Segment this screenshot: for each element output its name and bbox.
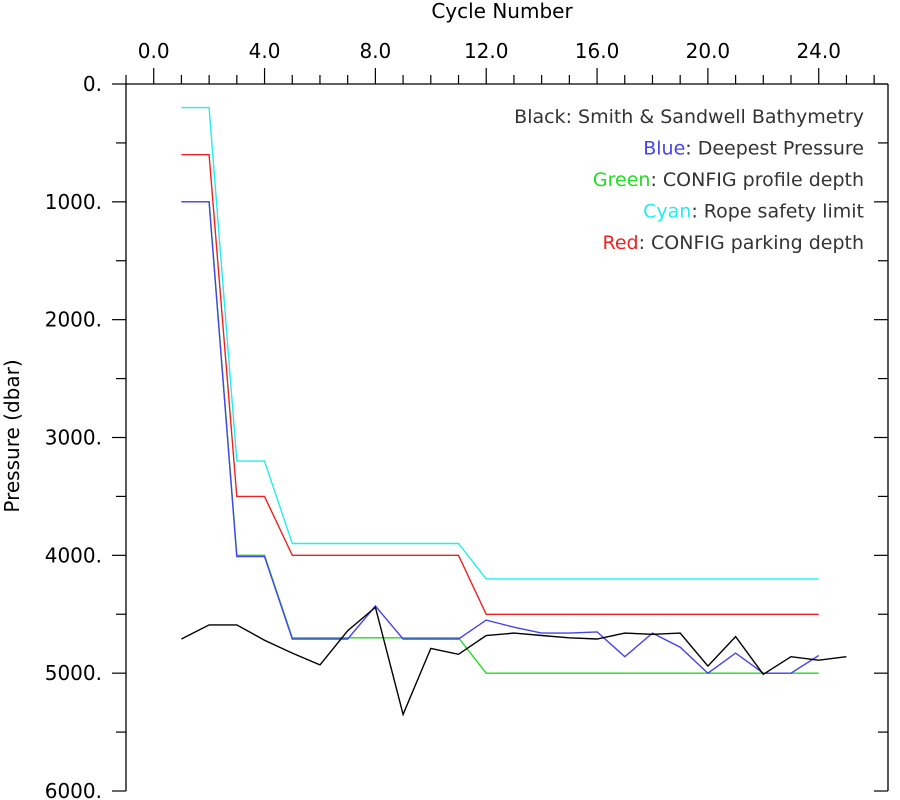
legend-key: Red — [602, 232, 638, 254]
legend-entry: Red: CONFIG parking depth — [602, 232, 864, 254]
series-line-4 — [181, 605, 847, 717]
x-tick-label: 0.0 — [138, 39, 170, 63]
legend-entry: Black: Smith & Sandwell Bathymetry — [514, 106, 864, 128]
y-tick-label: 6000. — [45, 779, 102, 800]
y-tick-label: 0. — [83, 72, 102, 96]
series-line-2 — [181, 201, 819, 674]
y-tick-label: 2000. — [45, 308, 102, 332]
legend-key: Green — [593, 169, 651, 191]
y-tick-label: 5000. — [45, 661, 102, 685]
legend-entry: Blue: Deepest Pressure — [643, 138, 864, 160]
legend-key: Black — [514, 106, 565, 128]
legend-key: Blue — [643, 138, 685, 160]
series-line-0 — [181, 106, 819, 580]
x-tick-label: 24.0 — [796, 39, 841, 63]
axis-ticks — [112, 68, 888, 792]
x-tick-label: 20.0 — [686, 39, 731, 63]
legend: Black: Smith & Sandwell BathymetryBlue: … — [514, 106, 864, 254]
legend-entry: Green: CONFIG profile depth — [593, 169, 864, 191]
x-tick-label: 4.0 — [249, 39, 281, 63]
x-tick-label: 16.0 — [575, 39, 620, 63]
legend-label: : Smith & Sandwell Bathymetry — [566, 106, 864, 128]
legend-label: : Deepest Pressure — [685, 138, 864, 160]
legend-entry: Cyan: Rope safety limit — [643, 201, 864, 223]
axis-tick-labels: 0.0 4.0 8.0 12.0 16.0 20.0 24.0 0. 1000. 2000. 300… — [45, 39, 841, 800]
y-tick-label: 3000. — [45, 426, 102, 450]
x-axis-title: Cycle Number — [431, 0, 573, 23]
series-layer — [181, 106, 847, 717]
legend-label: : CONFIG parking depth — [639, 232, 864, 254]
y-axis-title: Pressure (dbar) — [0, 359, 24, 512]
series-line-3 — [181, 201, 820, 675]
y-tick-label: 1000. — [45, 190, 102, 214]
x-tick-label: 8.0 — [359, 39, 391, 63]
x-tick-label: 12.0 — [464, 39, 509, 63]
legend-label: : Rope safety limit — [691, 201, 864, 223]
legend-label: : CONFIG profile depth — [650, 169, 864, 191]
series-line-1 — [181, 154, 819, 615]
legend-key: Cyan — [643, 201, 691, 223]
y-tick-label: 4000. — [45, 543, 102, 567]
